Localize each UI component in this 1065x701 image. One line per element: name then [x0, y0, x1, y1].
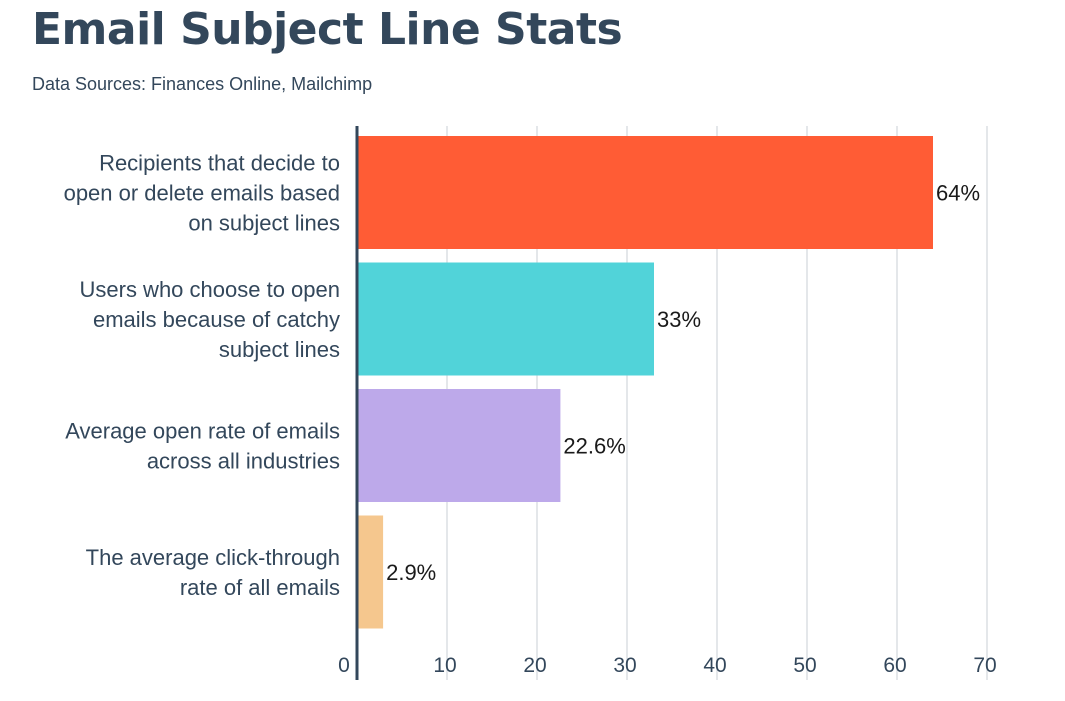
- value-label: 33%: [657, 307, 701, 332]
- x-tick-label: 70: [973, 654, 996, 677]
- bars: [357, 136, 933, 629]
- x-tick-label: 0: [338, 654, 350, 677]
- x-tick-label: 60: [883, 654, 906, 677]
- category-label: across all industries: [147, 449, 340, 474]
- category-label: open or delete emails based: [64, 181, 340, 206]
- x-tick-label: 40: [703, 654, 726, 677]
- category-label: Average open rate of emails: [65, 419, 340, 444]
- chart-subtitle: Data Sources: Finances Online, Mailchimp: [32, 74, 373, 94]
- bar: [357, 136, 933, 249]
- x-tick-label: 50: [793, 654, 816, 677]
- x-axis-ticks: 0 10 20 30 40 50 60 70: [338, 654, 997, 677]
- bar: [357, 515, 384, 629]
- labels: 64% Recipients that decide to open or dele…: [64, 151, 980, 601]
- bar: [357, 262, 654, 376]
- x-tick-label: 20: [523, 654, 546, 677]
- bar: [357, 389, 561, 502]
- value-label: 2.9%: [386, 560, 436, 585]
- value-label: 22.6%: [563, 434, 625, 459]
- x-tick-label: 10: [433, 654, 456, 677]
- category-label: Recipients that decide to: [99, 151, 340, 176]
- x-tick-label: 30: [613, 654, 636, 677]
- category-label: on subject lines: [188, 211, 340, 236]
- category-label: Users who choose to open: [80, 277, 341, 302]
- category-label: subject lines: [219, 337, 340, 362]
- value-label: 64%: [936, 181, 980, 206]
- category-label: The average click-through: [86, 545, 340, 570]
- chart-title: Email Subject Line Stats: [32, 4, 623, 55]
- category-label: rate of all emails: [180, 575, 340, 600]
- category-label: emails because of catchy: [93, 307, 340, 332]
